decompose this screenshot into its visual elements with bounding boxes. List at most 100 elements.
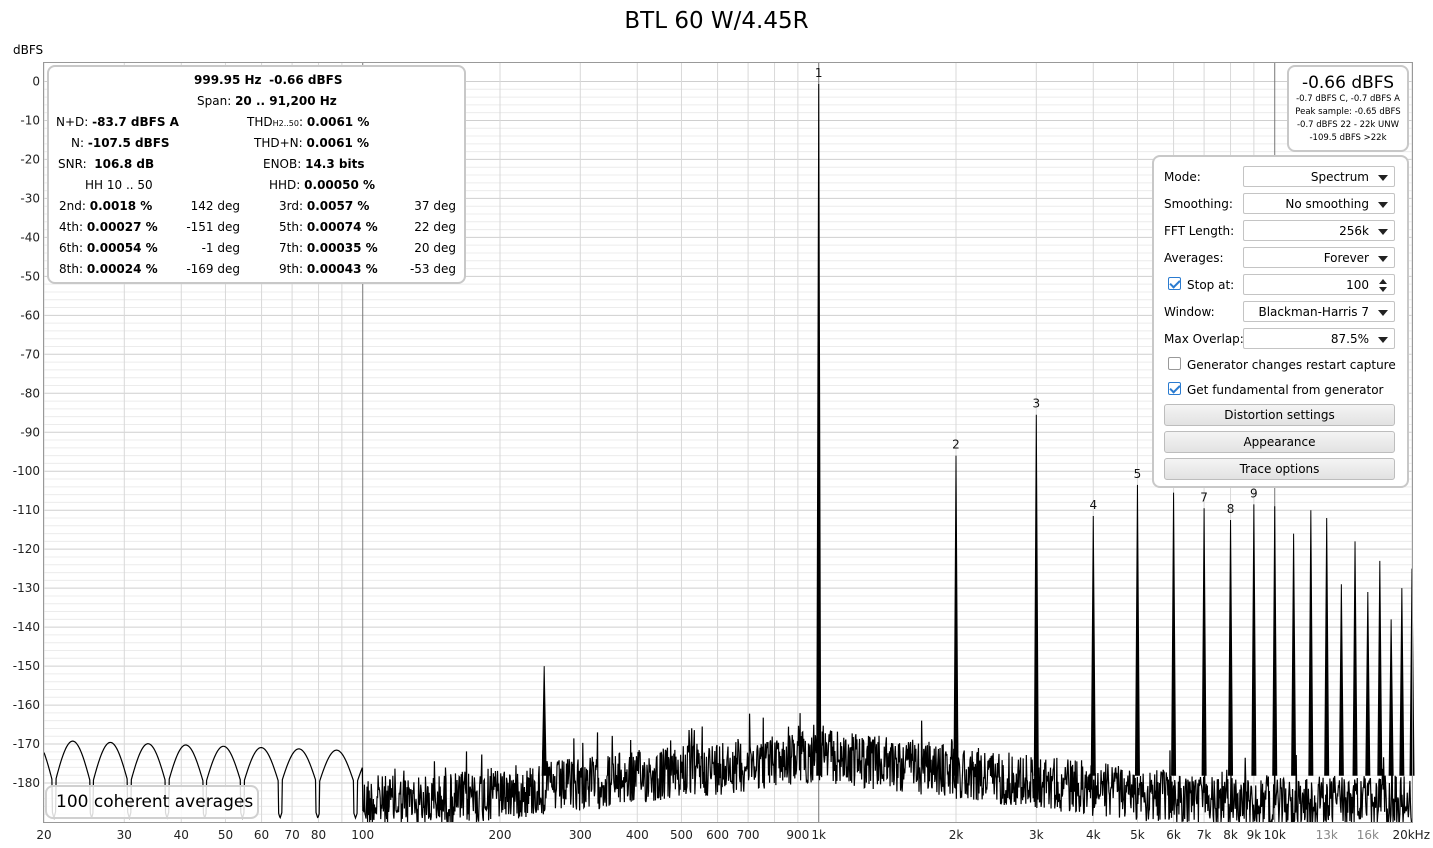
x-tick-labels: 20 30 40 50 60 70 80 100 200 300 400 500 600 700 900 1k…	[36, 828, 1430, 842]
harmonic-phase: -53 deg	[409, 262, 456, 276]
x-tick-label: 9k	[1247, 828, 1262, 842]
distortion-stats-panel: 999.95 Hz -0.66 dBFS Span: 20 .. 91,200 …	[47, 65, 466, 284]
harmonic-peak	[1228, 519, 1234, 776]
stop-at-spinbox[interactable]: 100	[1243, 274, 1395, 295]
window-value: Blackman-Harris 7	[1258, 305, 1369, 319]
appearance-button[interactable]: Appearance	[1164, 431, 1395, 453]
harmonic-amplitude: 6th: 0.00054 %	[59, 241, 158, 255]
x-tick-label: 200	[489, 828, 512, 842]
trace-options-button[interactable]: Trace options	[1164, 458, 1395, 480]
chart-title: BTL 60 W/4.45R	[624, 8, 809, 34]
x-tick-label: 16k	[1357, 828, 1379, 842]
generator-restart-checkbox[interactable]	[1168, 357, 1181, 370]
harmonic-peak	[1377, 560, 1383, 776]
harmonic-phase: 142 deg	[190, 199, 240, 213]
chevron-down-icon	[1378, 337, 1388, 343]
max-overlap-label: Max Overlap:	[1164, 332, 1244, 346]
harmonic-peak	[1090, 516, 1096, 776]
distortion-settings-button[interactable]: Distortion settings	[1164, 404, 1395, 426]
y-tick-labels: 0 -10 -20 -30 -40 -50 -60 -70 -80 -90 -100 -110 -120…	[13, 74, 40, 790]
harmonic-amplitude: 2nd: 0.0018 %	[59, 199, 153, 213]
fft-length-label: FFT Length:	[1164, 224, 1235, 238]
thd-label: THDH2..50:	[247, 115, 304, 129]
y-tick-label: -160	[13, 698, 40, 712]
harmonic-peak	[1201, 508, 1207, 776]
x-tick-label: 6k	[1166, 828, 1181, 842]
x-tick-label: 80	[311, 828, 326, 842]
harmonic-peak	[1291, 533, 1297, 776]
harmonic-peak	[1365, 592, 1371, 776]
y-tick-label: -20	[20, 152, 40, 166]
averages-value: Forever	[1323, 251, 1369, 265]
averages-badge: 100 coherent averages	[45, 785, 259, 819]
spin-up-icon[interactable]	[1379, 279, 1387, 284]
x-tick-label: 30	[117, 828, 132, 842]
thdn-value: 0.0061 %	[306, 136, 370, 150]
snr-value: 106.8 dB	[94, 157, 155, 171]
hhd-label: HHD:	[269, 178, 301, 192]
level-main: -0.66 dBFS	[1301, 73, 1395, 93]
nd-value: -83.7 dBFS A	[92, 115, 179, 129]
y-tick-label: -90	[20, 425, 40, 439]
y-axis-label: dBFS	[13, 43, 44, 57]
spin-down-icon[interactable]	[1379, 287, 1387, 292]
fundamental-from-generator-checkbox[interactable]	[1168, 382, 1181, 395]
fft-length-select[interactable]: 256k	[1243, 220, 1395, 241]
x-tick-label: 13k	[1316, 828, 1338, 842]
harmonic-phase: -169 deg	[186, 262, 240, 276]
smoothing-select[interactable]: No smoothing	[1243, 193, 1395, 214]
harmonic-label: 3	[1032, 397, 1040, 411]
x-tick-label: 50	[218, 828, 233, 842]
level-line-4: -109.5 dBFS >22k	[1309, 133, 1387, 143]
y-tick-label: -10	[20, 113, 40, 127]
x-tick-label: 8k	[1223, 828, 1238, 842]
y-tick-label: -170	[13, 737, 40, 751]
harmonic-label: 9	[1250, 486, 1258, 500]
harmonic-phase: 20 deg	[414, 241, 456, 255]
y-tick-label: -140	[13, 620, 40, 634]
harmonic-amplitude: 4th: 0.00027 %	[59, 220, 158, 234]
harmonic-label: 2	[952, 438, 960, 452]
y-tick-label: -150	[13, 659, 40, 673]
averages-select[interactable]: Forever	[1243, 247, 1395, 268]
y-tick-label: -130	[13, 581, 40, 595]
hh-label: HH 10 .. 50	[85, 178, 153, 192]
max-overlap-value: 87.5%	[1330, 332, 1369, 346]
stop-at-value: 100	[1346, 278, 1369, 292]
spur-peak	[541, 666, 547, 776]
window-select[interactable]: Blackman-Harris 7	[1243, 301, 1395, 322]
harmonic-label: 5	[1134, 467, 1142, 481]
harmonic-peak	[1308, 510, 1314, 776]
x-tick-label: 20kHz	[1392, 828, 1430, 842]
chevron-down-icon	[1378, 229, 1388, 235]
x-tick-label: 70	[284, 828, 299, 842]
harmonic-peak	[1399, 588, 1405, 776]
y-tick-label: -120	[13, 542, 40, 556]
generator-restart-label: Generator changes restart capture	[1187, 358, 1396, 372]
harmonic-peak	[1171, 492, 1177, 776]
snr-label: SNR:	[58, 157, 87, 171]
thdn-label: THD+N:	[254, 136, 303, 150]
smoothing-value: No smoothing	[1285, 197, 1369, 211]
hhd-value: 0.00050 %	[304, 178, 376, 192]
fundamental-level: -0.66 dBFS	[269, 73, 343, 87]
span-label: Span:	[197, 94, 232, 108]
chevron-down-icon	[1378, 256, 1388, 262]
harmonic-label: 7	[1200, 490, 1208, 504]
stop-at-label: Stop at:	[1187, 278, 1235, 292]
harmonic-peak	[1251, 504, 1257, 776]
mode-select[interactable]: Spectrum	[1243, 166, 1395, 187]
n-value: -107.5 dBFS	[87, 136, 170, 150]
fundamental-readout: 999.95 Hz -0.66 dBFS	[194, 73, 343, 87]
max-overlap-select[interactable]: 87.5%	[1243, 328, 1395, 349]
chevron-down-icon	[1378, 202, 1388, 208]
x-tick-label: 3k	[1029, 828, 1044, 842]
x-tick-label: 40	[174, 828, 189, 842]
stop-at-checkbox[interactable]	[1168, 277, 1181, 290]
harmonic-peak	[1352, 541, 1358, 776]
chevron-down-icon	[1378, 310, 1388, 316]
harmonic-peak	[1033, 414, 1039, 776]
y-tick-label: -180	[13, 776, 40, 790]
harmonic-peak	[953, 455, 959, 776]
nd-label: N+D:	[56, 115, 89, 129]
